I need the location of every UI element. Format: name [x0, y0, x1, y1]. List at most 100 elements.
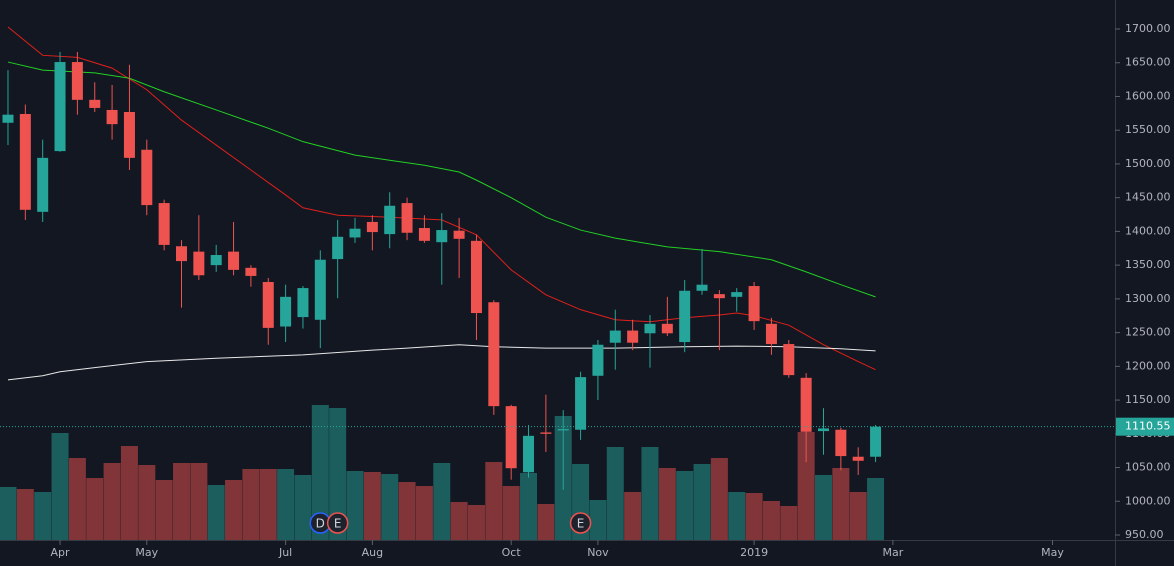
candle-body: [870, 426, 882, 457]
volume-bar: [485, 462, 503, 540]
candle-body: [523, 435, 535, 473]
volume-bar: [120, 446, 138, 540]
candle-body: [852, 456, 864, 461]
y-tick-label: 1400.00: [1125, 224, 1171, 237]
candle-body: [627, 330, 639, 343]
volume-bar: [762, 501, 780, 540]
volume-bar: [242, 469, 260, 540]
candle-body: [141, 149, 153, 206]
volume-bar: [624, 492, 642, 540]
candle-body: [314, 259, 326, 320]
volume-bar: [780, 506, 798, 540]
volume-bar: [363, 472, 381, 540]
volume-bar: [797, 432, 815, 540]
x-tick-label: Jul: [278, 546, 292, 559]
x-tick-label: Nov: [587, 546, 609, 559]
y-tick-label: 1700.00: [1125, 22, 1171, 35]
candle-body: [401, 203, 413, 233]
candle-body: [575, 377, 587, 430]
candle-body: [540, 432, 552, 434]
candle-body: [436, 230, 448, 243]
last-price-label: 1110.55: [1125, 420, 1171, 433]
candle-body: [245, 267, 257, 276]
candle-body: [644, 323, 656, 334]
y-tick-label: 1150.00: [1125, 393, 1171, 406]
event-label: E: [577, 517, 585, 531]
volume-bar: [641, 447, 659, 540]
volume-bar: [225, 480, 243, 540]
volume-bar: [658, 468, 676, 540]
volume-bar: [867, 478, 885, 540]
volume-bar: [68, 458, 86, 540]
volume-bar: [172, 463, 190, 540]
volume-bar: [832, 468, 850, 540]
volume-bar: [346, 471, 364, 540]
candle-body: [193, 251, 205, 276]
volume-bar: [207, 485, 225, 540]
candle-body: [332, 236, 344, 260]
candle-body: [731, 292, 743, 297]
volume-bar: [34, 492, 52, 540]
event-label: E: [334, 517, 342, 531]
x-tick-label: Apr: [51, 546, 71, 559]
candle-body: [835, 429, 847, 457]
volume-bar: [415, 486, 433, 540]
candle-body: [71, 62, 83, 100]
candle-body: [557, 429, 569, 431]
volume-bar: [849, 492, 867, 540]
volume-bar: [311, 405, 329, 540]
volume-bar: [606, 447, 624, 540]
volume-bar: [294, 475, 312, 540]
y-tick-label: 1550.00: [1125, 123, 1171, 136]
candle-body: [158, 203, 170, 245]
candle-body: [37, 157, 49, 212]
y-tick-label: 1050.00: [1125, 461, 1171, 474]
volume-bar: [16, 489, 34, 540]
candle-body: [210, 255, 222, 266]
last-price-box: [1116, 417, 1174, 436]
candle-body: [679, 290, 691, 343]
volume-bar: [190, 463, 208, 540]
volume-bar: [51, 433, 69, 540]
volume-bar: [450, 502, 468, 540]
candle-body: [418, 228, 430, 241]
candle-body: [765, 323, 777, 345]
candle-body: [609, 330, 621, 343]
x-tick-label: Mar: [883, 546, 904, 559]
candle-body: [106, 109, 118, 125]
moving-average: [7, 61, 876, 298]
candle-body: [713, 294, 725, 299]
x-tick-label: May: [135, 546, 158, 559]
y-tick-label: 1600.00: [1125, 89, 1171, 102]
event-marker: [569, 512, 592, 534]
candle-body: [783, 344, 795, 376]
y-tick-label: 1300.00: [1125, 292, 1171, 305]
y-tick-label: 1500.00: [1125, 157, 1171, 170]
candle-body: [488, 302, 500, 407]
volume-bar: [728, 492, 746, 540]
volume-bar: [103, 463, 121, 540]
x-tick-label: Oct: [502, 546, 522, 559]
volume-bar: [277, 469, 295, 540]
y-tick-label: 1000.00: [1125, 494, 1171, 507]
y-tick-label: 950.00: [1125, 528, 1164, 541]
volume-bar: [0, 487, 17, 540]
y-tick-label: 1650.00: [1125, 56, 1171, 69]
x-tick-label: May: [1041, 546, 1064, 559]
y-tick-label: 1450.00: [1125, 191, 1171, 204]
volume-bar: [86, 478, 104, 540]
candle-body: [19, 114, 31, 210]
y-tick-label: 1350.00: [1125, 258, 1171, 271]
candle-body: [228, 251, 240, 270]
moving-average: [7, 26, 876, 371]
event-marker: [326, 512, 349, 534]
volume-bar: [398, 482, 416, 540]
candle-body: [89, 99, 101, 108]
candle-body: [800, 377, 812, 432]
candle-body: [262, 282, 274, 328]
candle-body: [453, 230, 465, 239]
volume-bar: [502, 486, 520, 540]
candle-body: [696, 284, 708, 291]
volume-bar: [381, 474, 399, 540]
